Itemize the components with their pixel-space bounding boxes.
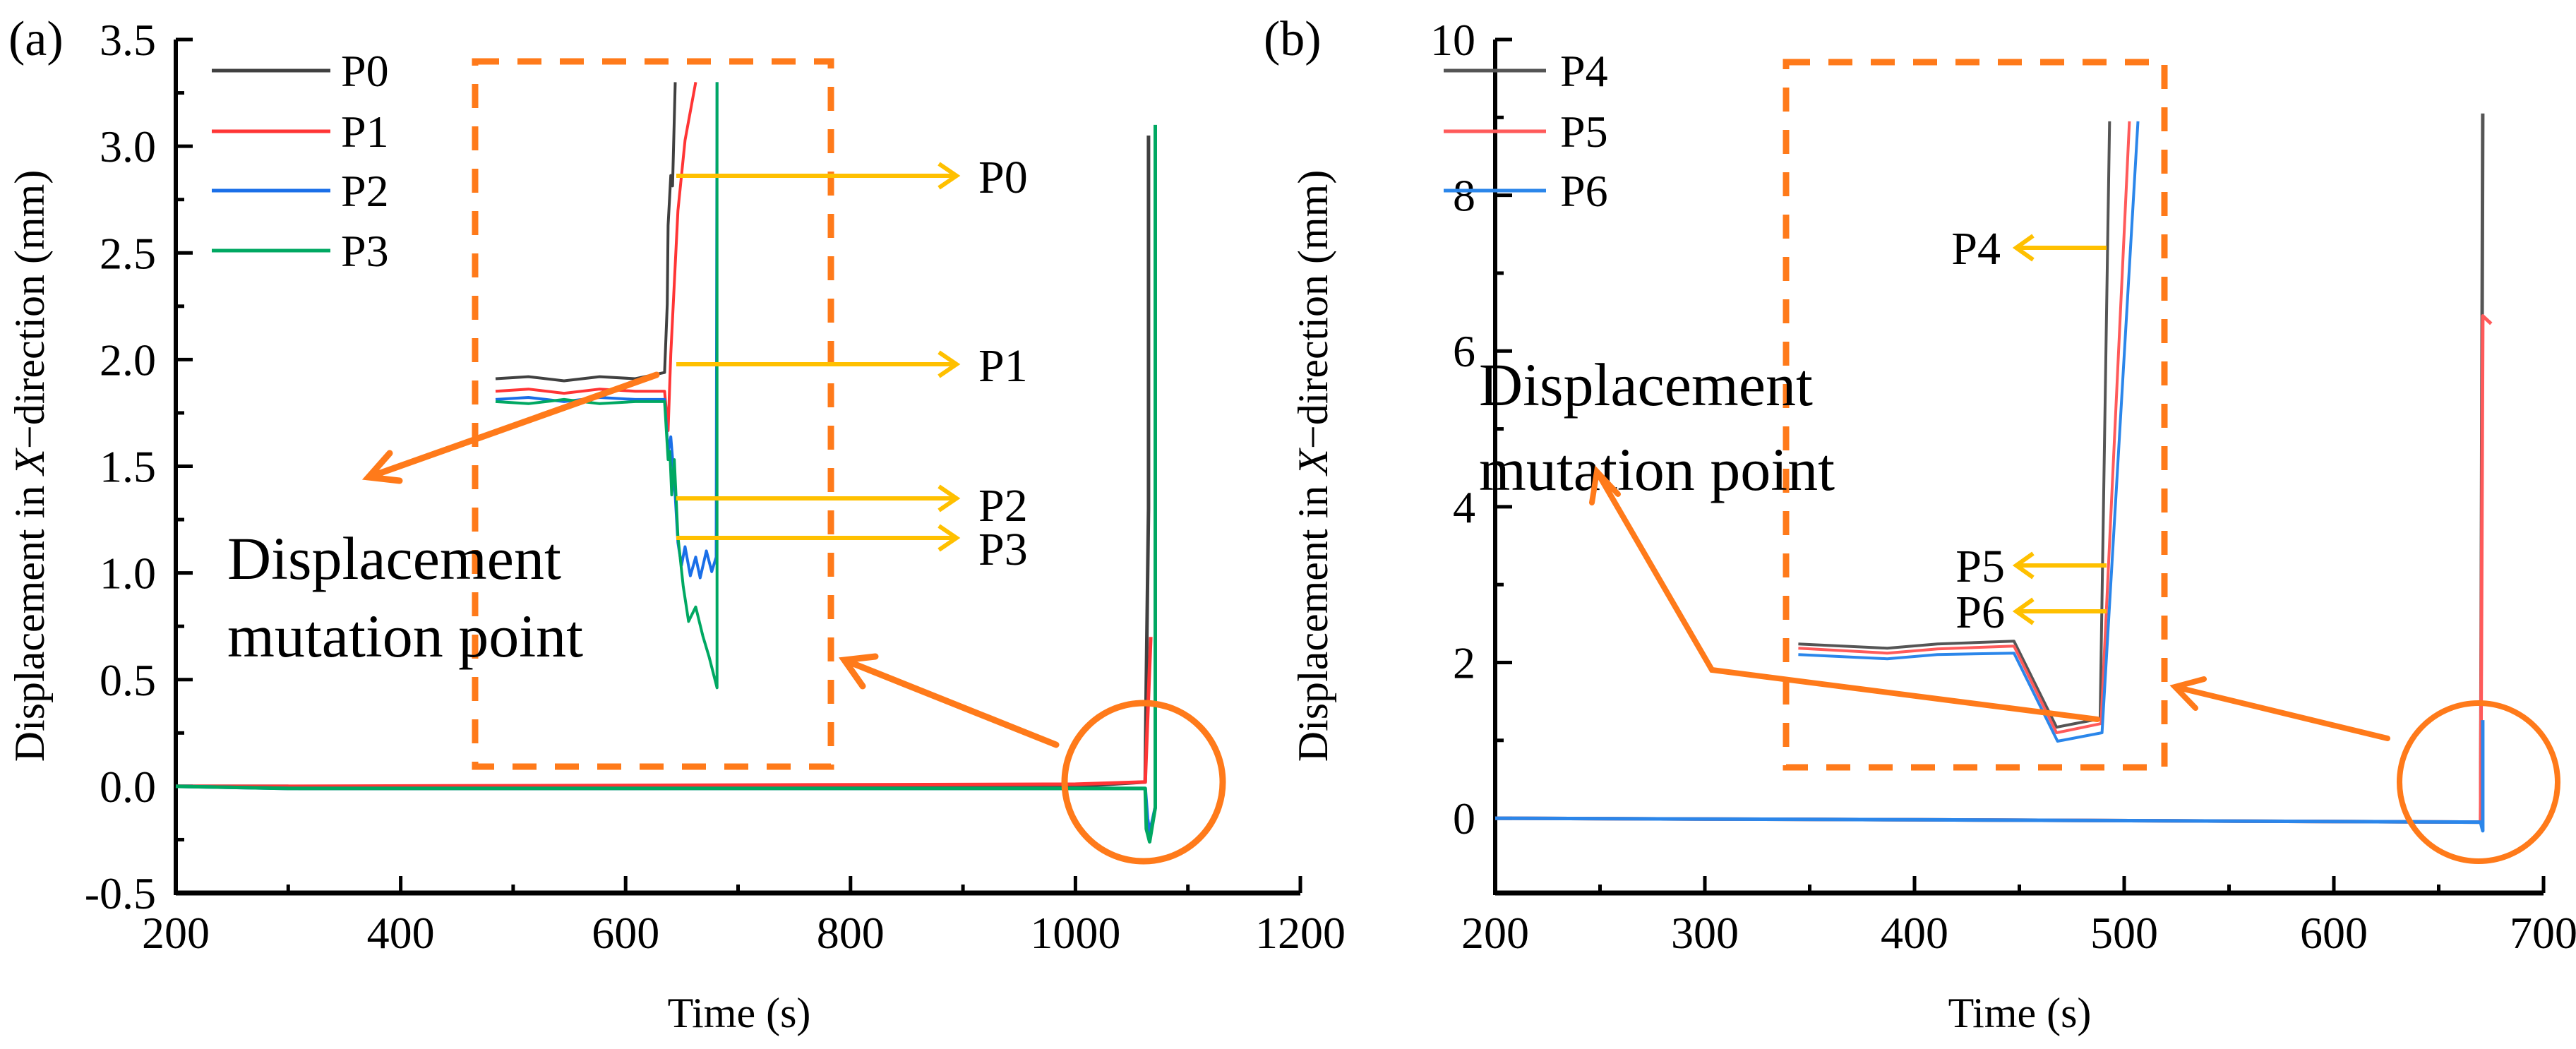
- axes-b: 200 300 400 500 600 700 0 2 4 6 8 10: [1430, 15, 2576, 958]
- inset-series-b: [1798, 121, 2140, 743]
- x-tick-label: 400: [1881, 908, 1948, 958]
- y-tick-label: 10: [1430, 15, 1475, 65]
- legend-label-p6: P6: [1560, 166, 1608, 216]
- pointer-label-p5: P5: [1955, 541, 2005, 592]
- callout-arrow-zoom-a: [838, 653, 1060, 748]
- y-tick-label: -0.5: [85, 868, 156, 918]
- legend-label-p3: P3: [341, 226, 389, 276]
- pointer-label-p1: P1: [978, 340, 1028, 392]
- callout-arrow-zoom-b: [2169, 676, 2390, 741]
- series-line-p6: [1494, 720, 2485, 833]
- pointer-label-p3: P3: [978, 524, 1028, 575]
- y-tick-label: 0.5: [100, 655, 156, 705]
- x-tick-label: 300: [1671, 908, 1739, 958]
- series-line-p3: [175, 124, 1157, 844]
- pointer-arrow-p5: [2012, 551, 2107, 580]
- annotation-line2-b: mutation point: [1479, 436, 1835, 503]
- inset-line-p0: [495, 82, 677, 383]
- panel-a: (a) Displacement in X−direction (mm) Tim…: [6, 12, 1346, 1036]
- inset-line-p3: [495, 82, 719, 690]
- legend-label-p4: P4: [1560, 46, 1608, 96]
- inset-line-p6: [1798, 121, 2140, 743]
- y-tick-label: 1.0: [100, 549, 156, 599]
- axes-a: 200 400 600 800 1000 1200 -0.5 0.0 0.5 1.0 1.5 2.0 2…: [85, 15, 1346, 958]
- pointer-label-p0: P0: [978, 152, 1028, 203]
- pointers-a: [676, 162, 961, 552]
- panel-label-b: (b): [1264, 12, 1322, 66]
- x-axis-title-b: Time (s): [1948, 990, 2092, 1036]
- callout-arrow-mutation-a: [361, 371, 660, 484]
- legend-label-p1: P1: [341, 107, 389, 157]
- panel-b: (b) Displacement in X−direction (mm) Tim…: [1264, 12, 2576, 1036]
- x-tick-label: 800: [817, 908, 885, 958]
- y-tick-label: 2.0: [100, 335, 156, 385]
- series-b: [1494, 113, 2493, 833]
- y-axis-title-b: Displacement in X−direction (mm): [1290, 170, 1336, 762]
- x-axis-title-a: Time (s): [668, 990, 811, 1036]
- pointer-arrow-p4: [2012, 234, 2107, 262]
- x-tick-label: 500: [2090, 908, 2158, 958]
- inset-box-b: [1783, 59, 2168, 771]
- x-tick-label: 1000: [1030, 908, 1120, 958]
- pointer-arrow-p6: [2012, 597, 2107, 625]
- pointer-label-p2: P2: [978, 480, 1028, 532]
- highlight-circle-b: [2397, 700, 2560, 864]
- pointer-arrow-p0: [676, 162, 961, 190]
- y-axis-title-a: Displacement in X−direction (mm): [6, 170, 53, 762]
- legend-label-p0: P0: [341, 46, 389, 96]
- y-tick-label: 0: [1453, 793, 1475, 844]
- inset-line-p5: [1798, 121, 2131, 734]
- x-tick-label: 700: [2510, 908, 2576, 958]
- x-tick-label: 1200: [1255, 908, 1346, 958]
- x-tick-label: 200: [142, 908, 210, 958]
- y-tick-label: 2: [1453, 637, 1475, 688]
- legend-label-p2: P2: [341, 166, 389, 216]
- legend-a: P0 P1 P2 P3: [212, 46, 389, 276]
- pointer-label-p4: P4: [1951, 223, 2001, 275]
- inset-box-a: [472, 58, 834, 770]
- series-a: [175, 124, 1157, 844]
- highlight-circle-a: [1061, 700, 1226, 865]
- pointer-arrow-p3: [676, 524, 961, 552]
- callout-arrows-a: [361, 371, 1226, 865]
- y-tick-label: 1.5: [100, 442, 156, 492]
- y-tick-label: 3.0: [100, 121, 156, 172]
- series-line-p0: [176, 136, 1151, 791]
- y-tick-label: 8: [1453, 171, 1475, 221]
- annotation-line1-b: Displacement: [1479, 351, 1813, 419]
- callout-arrow-mutation-b: [1589, 465, 2100, 722]
- y-tick-label: 6: [1453, 326, 1475, 376]
- y-tick-label: 2.5: [100, 228, 156, 278]
- callout-arrows-b: [1589, 465, 2560, 864]
- annotation-line1-a: Displacement: [227, 524, 561, 592]
- pointer-label-p6: P6: [1955, 587, 2005, 638]
- y-tick-label: 4: [1453, 482, 1475, 532]
- inset-line-p1: [495, 82, 697, 432]
- x-tick-label: 600: [2300, 908, 2368, 958]
- y-tick-label: 3.5: [100, 15, 156, 65]
- panel-label-a: (a): [8, 12, 64, 66]
- legend-b: P4 P5 P6: [1444, 46, 1608, 216]
- inset-series-a: [495, 82, 719, 690]
- inset-line-p4: [1798, 121, 2111, 729]
- annotation-line2-a: mutation point: [227, 602, 583, 670]
- x-tick-label: 400: [367, 908, 435, 958]
- x-tick-label: 600: [592, 908, 659, 958]
- pointer-arrow-p2: [676, 484, 961, 512]
- y-tick-label: 0.0: [100, 762, 156, 812]
- x-tick-label: 200: [1461, 908, 1529, 958]
- pointer-arrow-p1: [676, 350, 961, 378]
- pointers-b: [2012, 234, 2107, 625]
- legend-label-p5: P5: [1560, 107, 1608, 157]
